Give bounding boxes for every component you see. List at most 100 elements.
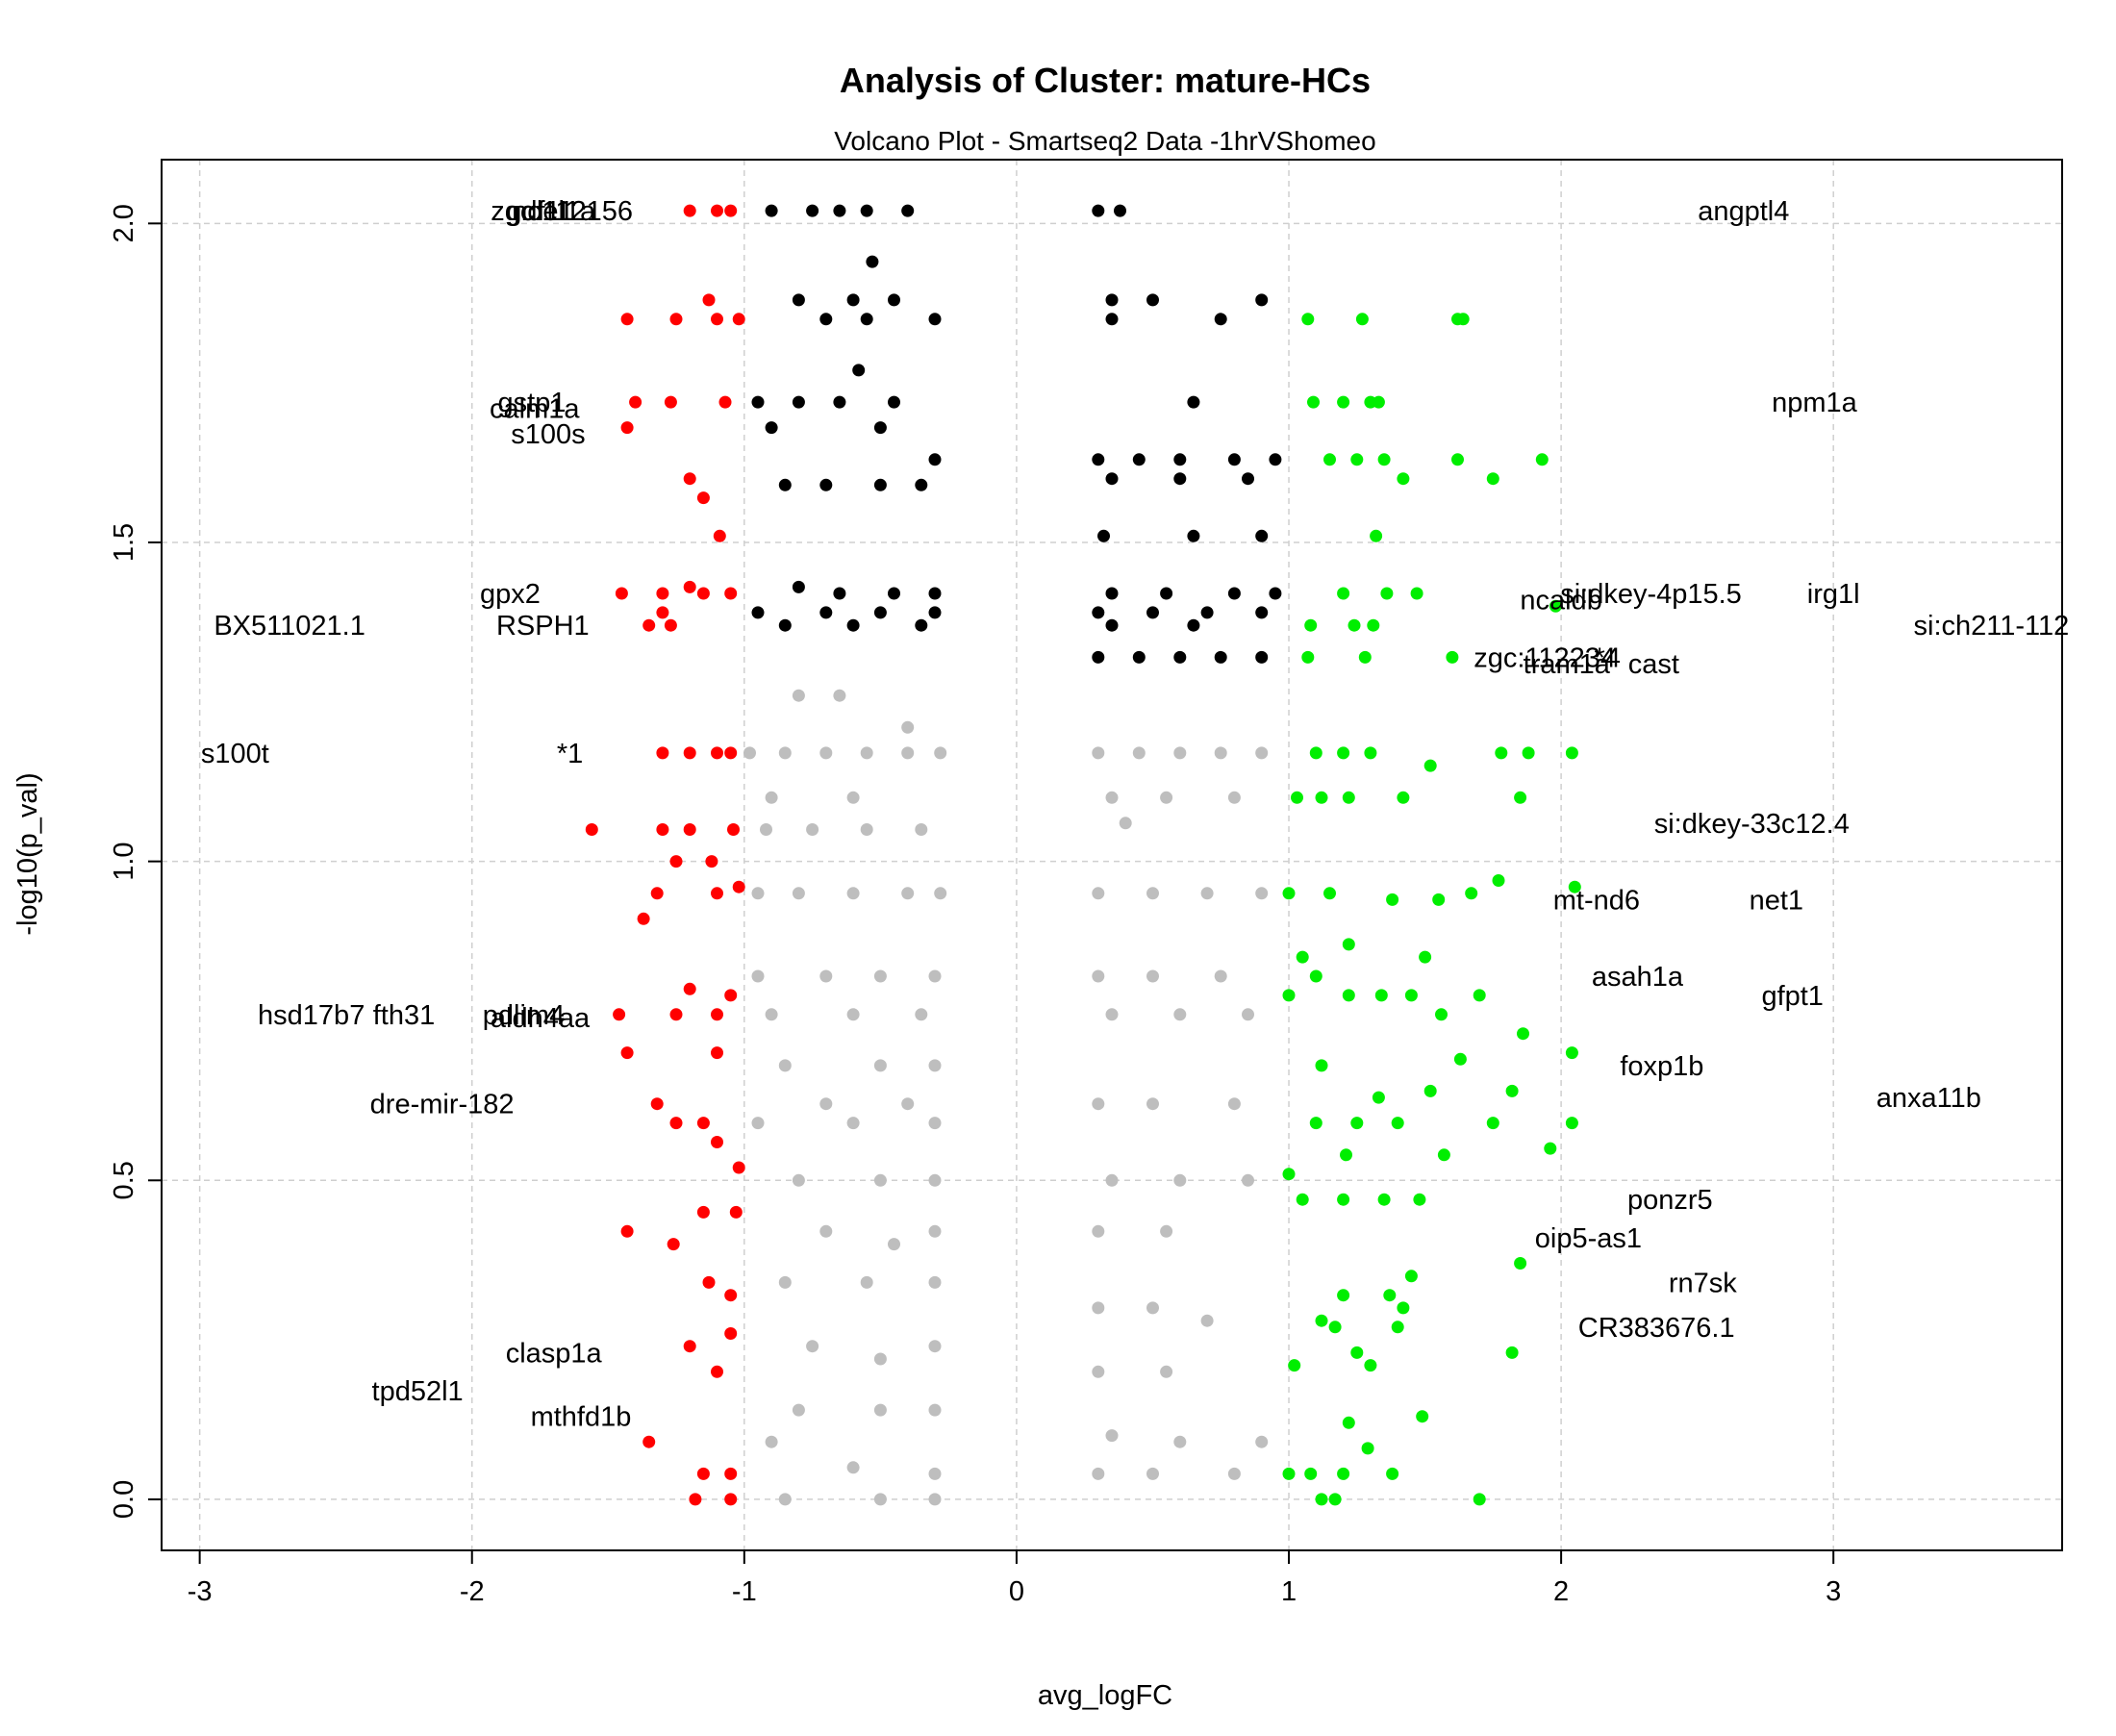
point-down <box>713 529 726 542</box>
point-not_significant <box>751 969 765 983</box>
point-up <box>1410 587 1423 600</box>
point-up <box>1391 1321 1404 1334</box>
point-not_significant <box>873 1352 887 1366</box>
y-axis-label: -log10(p_val) <box>13 772 43 935</box>
point-down <box>613 1008 626 1021</box>
point-significant_small_fc <box>751 395 765 409</box>
y-axis: 0.0 0.5 1.0 1.5 2.0 <box>109 204 162 1519</box>
point-down <box>683 746 696 760</box>
point-down <box>696 587 710 600</box>
point-not_significant <box>1200 887 1214 900</box>
point-up <box>1358 650 1372 664</box>
point-down <box>620 1224 634 1238</box>
point-significant_small_fc <box>873 421 887 435</box>
y-tick-label: 1.0 <box>109 842 139 880</box>
point-down <box>642 618 656 632</box>
point-significant_small_fc <box>846 293 860 307</box>
point-not_significant <box>934 887 947 900</box>
point-up <box>1404 1270 1418 1283</box>
point-not_significant <box>860 823 873 836</box>
point-down <box>696 1117 710 1130</box>
point-up <box>1465 887 1478 900</box>
point-not_significant <box>1160 1365 1173 1378</box>
x-tick-label: 1 <box>1281 1576 1297 1607</box>
point-down <box>732 1161 745 1174</box>
point-down <box>656 746 669 760</box>
point-not_significant <box>1227 1097 1241 1111</box>
point-significant_small_fc <box>1173 453 1187 466</box>
grid-layer <box>162 160 2062 1550</box>
point-not_significant <box>819 1224 833 1238</box>
point-down <box>683 982 696 995</box>
point-significant_small_fc <box>806 204 819 217</box>
point-not_significant <box>1146 1301 1159 1315</box>
point-significant_small_fc <box>1105 587 1119 600</box>
point-up <box>1315 1059 1328 1072</box>
point-not_significant <box>928 1059 942 1072</box>
point-up <box>1337 1193 1350 1206</box>
gene-label: rn7sk <box>1669 1268 1737 1298</box>
point-significant_small_fc <box>928 453 942 466</box>
point-not_significant <box>873 1493 887 1506</box>
point-up <box>1282 887 1296 900</box>
point-significant_small_fc <box>1269 587 1282 600</box>
gene-label: aldh4aa <box>491 1003 591 1034</box>
chart-title: Analysis of Cluster: mature-HCs <box>840 61 1371 100</box>
point-down <box>702 293 716 307</box>
point-down <box>724 1493 738 1506</box>
point-significant_small_fc <box>1105 293 1119 307</box>
point-not_significant <box>819 969 833 983</box>
x-tick-label: -1 <box>732 1576 757 1607</box>
point-significant_small_fc <box>1214 650 1227 664</box>
point-not_significant <box>1214 746 1227 760</box>
gene-label: si:dkey-33c12.4 <box>1654 809 1850 840</box>
point-not_significant <box>873 1403 887 1417</box>
point-up <box>1568 880 1581 893</box>
point-down <box>664 395 677 409</box>
point-not_significant <box>860 746 873 760</box>
point-down <box>732 313 745 326</box>
point-down <box>585 823 598 836</box>
point-significant_small_fc <box>1160 587 1173 600</box>
point-down <box>711 1046 723 1060</box>
point-up <box>1323 453 1336 466</box>
point-not_significant <box>1119 817 1132 830</box>
point-up <box>1315 791 1328 804</box>
point-up <box>1307 395 1320 409</box>
point-down <box>724 1327 738 1340</box>
point-significant_small_fc <box>928 587 942 600</box>
gene-label: gpx2 <box>480 579 541 610</box>
gene-label: oip5-as1 <box>1535 1223 1642 1254</box>
point-significant_small_fc <box>765 421 778 435</box>
point-significant_small_fc <box>1097 529 1110 542</box>
point-not_significant <box>792 1173 805 1187</box>
point-not_significant <box>1255 887 1269 900</box>
point-significant_small_fc <box>1132 650 1146 664</box>
point-up <box>1301 313 1315 326</box>
point-significant_small_fc <box>915 478 928 491</box>
point-up <box>1337 746 1350 760</box>
point-not_significant <box>901 720 915 734</box>
point-significant_small_fc <box>866 255 879 268</box>
point-up <box>1342 938 1355 951</box>
point-not_significant <box>819 746 833 760</box>
point-up <box>1535 453 1549 466</box>
point-up <box>1549 599 1562 613</box>
point-significant_small_fc <box>778 478 792 491</box>
point-up <box>1505 1084 1519 1097</box>
point-down <box>650 887 664 900</box>
point-up <box>1355 313 1369 326</box>
point-not_significant <box>846 1117 860 1130</box>
point-down <box>696 1205 710 1219</box>
point-significant_small_fc <box>928 313 942 326</box>
point-significant_small_fc <box>1187 618 1200 632</box>
point-not_significant <box>915 823 928 836</box>
point-down <box>724 587 738 600</box>
point-up <box>1337 1289 1350 1302</box>
point-down <box>656 606 669 619</box>
gene-label: npm1a <box>1772 388 1858 418</box>
point-up <box>1456 313 1470 326</box>
point-up <box>1282 1467 1296 1480</box>
point-down <box>724 746 738 760</box>
point-significant_small_fc <box>792 395 805 409</box>
